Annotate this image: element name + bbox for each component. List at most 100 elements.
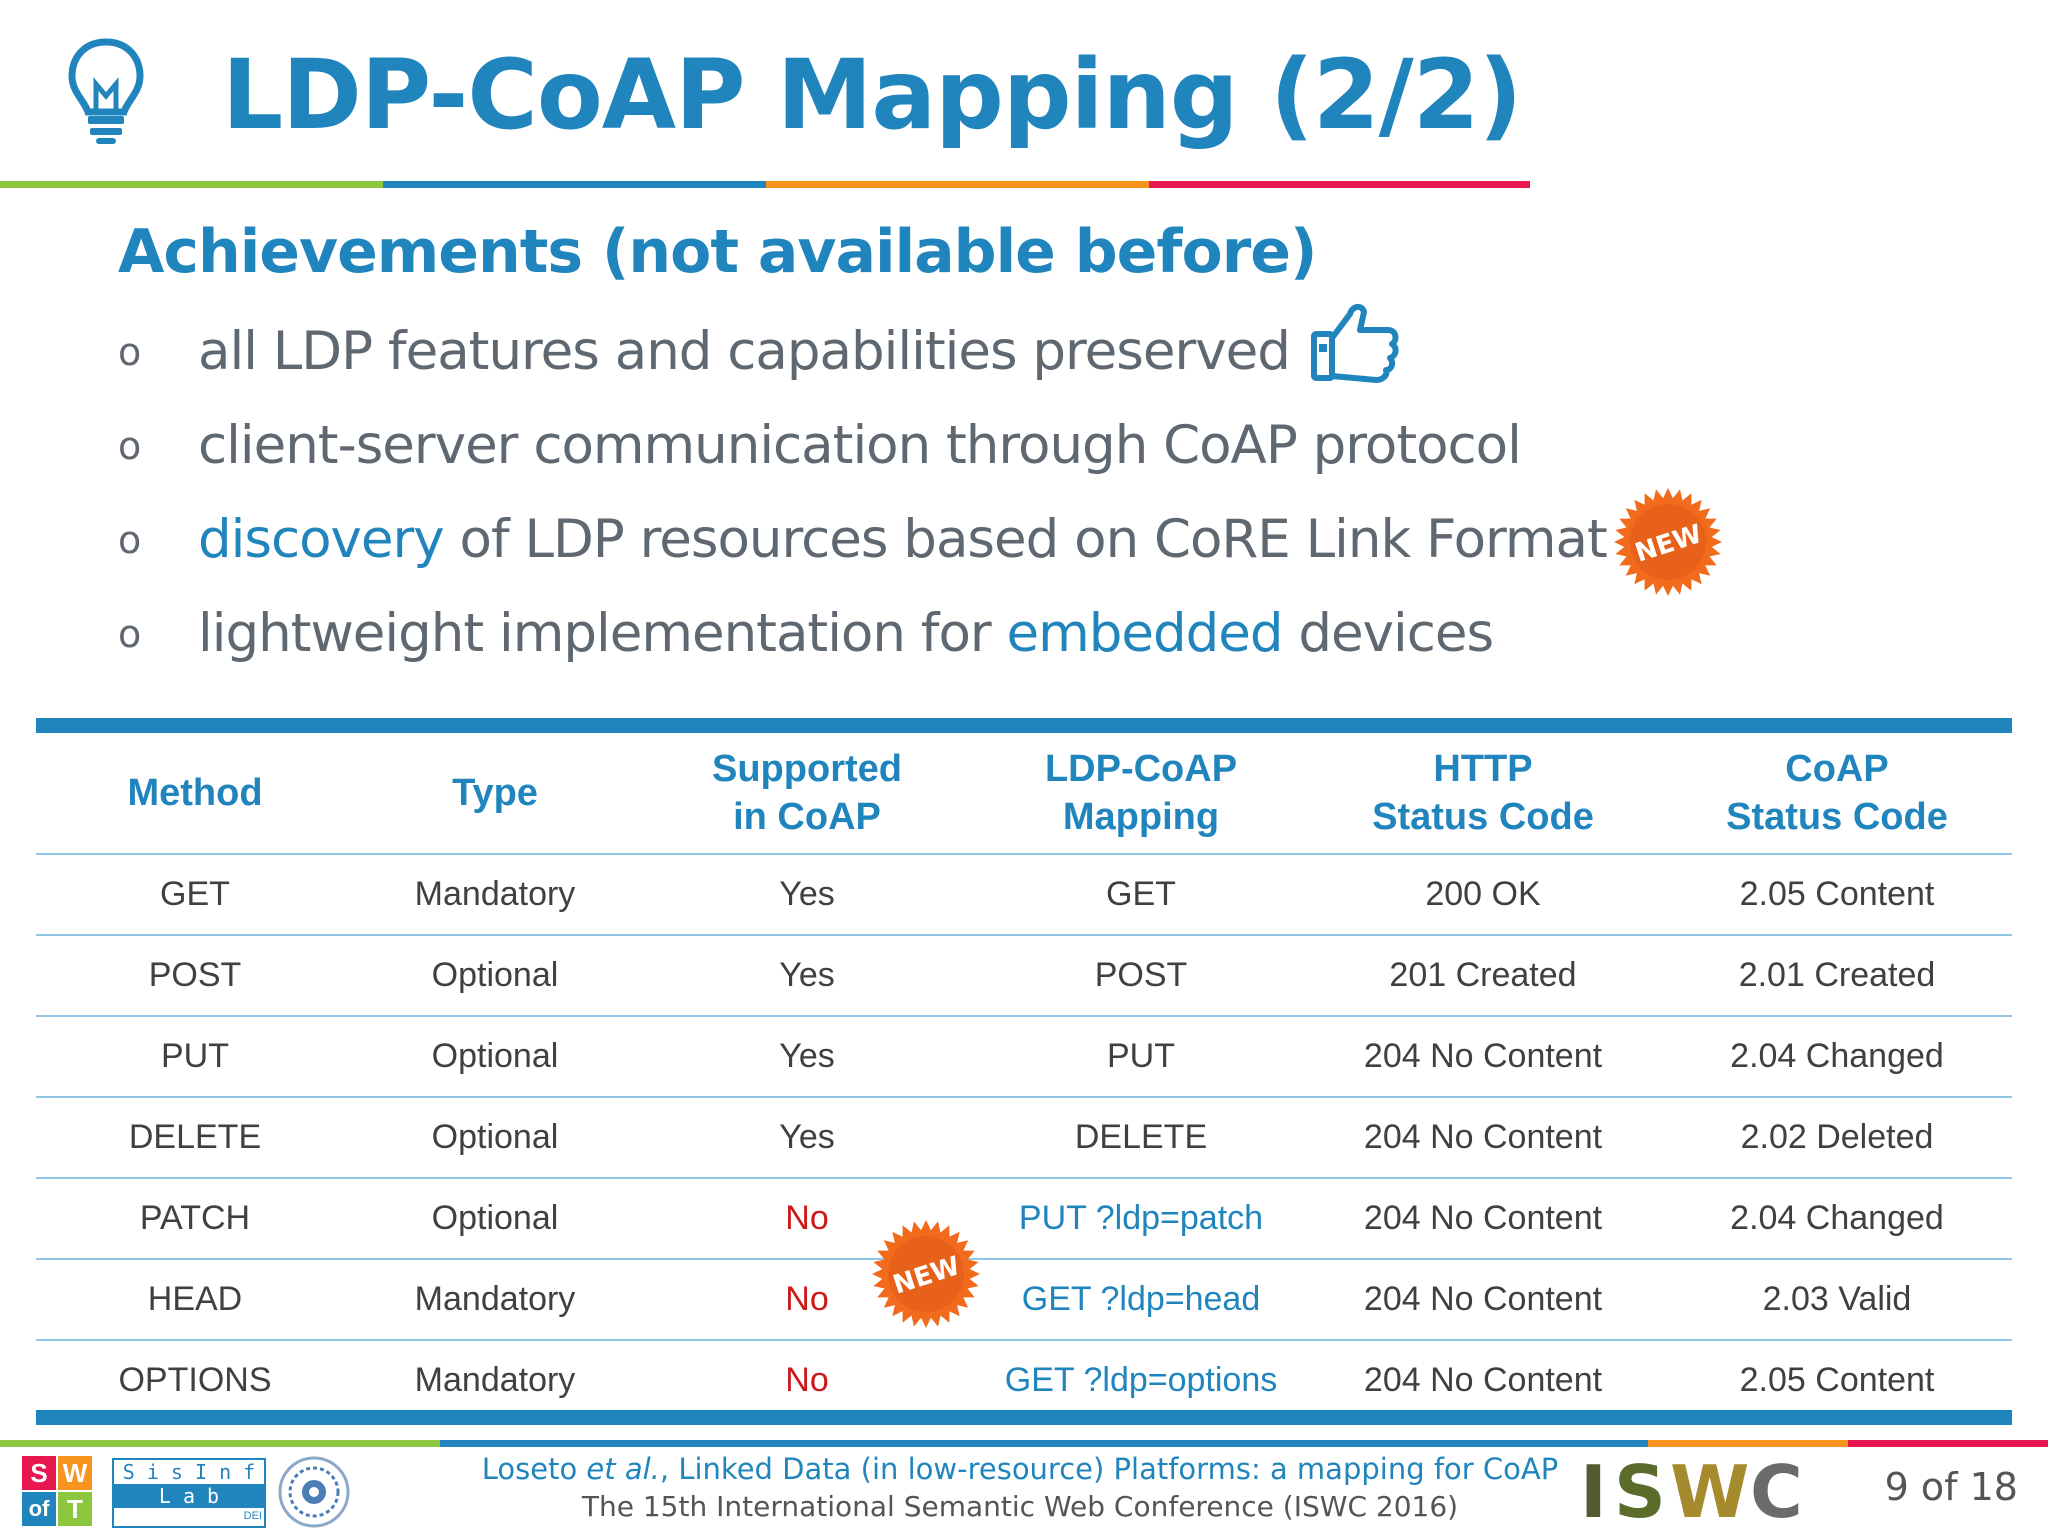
cell-type: Optional xyxy=(354,1016,636,1098)
bullet-text: all LDP features and capabilities preser… xyxy=(198,321,1291,382)
mapping-table: Method Type Supported in CoAP LDP-CoAP Map… xyxy=(36,733,2012,1420)
sisinf-logo-dei: DEI xyxy=(243,1510,262,1522)
iswc-logo: I S W C xyxy=(1580,1450,1804,1534)
sisinf-lab-logo: S i s I n f L a b DEI xyxy=(112,1458,266,1528)
table-row: GET Mandatory Yes GET 200 OK 2.05 Content xyxy=(36,854,2012,936)
footer-bar-orange xyxy=(1648,1440,1848,1447)
header-bar-red xyxy=(1149,181,1530,188)
table-row: PATCH Optional No PUT ?ldp=patch 204 No Cont… xyxy=(36,1178,2012,1260)
cell-mapping: GET ?ldp=options xyxy=(1004,1361,1278,1399)
bullet-marker: o xyxy=(118,518,142,562)
cell-method: PUT xyxy=(36,1016,354,1098)
bullet-text: client-server communication through CoAP… xyxy=(198,415,1522,476)
bullet-text: of LDP resources based on CoRE Link Form… xyxy=(443,509,1608,570)
header-bar-orange xyxy=(766,181,1149,188)
header-supported: Supported in CoAP xyxy=(636,733,978,855)
iswc-logo-w: W xyxy=(1670,1450,1750,1534)
cell-http-status: 204 No Content xyxy=(1304,1178,1662,1260)
iswc-logo-c: C xyxy=(1750,1450,1803,1534)
cell-supported: Yes xyxy=(636,935,978,1017)
cell-mapping: DELETE xyxy=(978,1097,1304,1179)
conference-name: The 15th International Semantic Web Conf… xyxy=(581,1490,1459,1523)
cell-coap-status: 2.05 Content xyxy=(1739,1361,1935,1399)
cell-http-status: 204 No Content xyxy=(1304,1259,1662,1341)
cell-mapping: POST xyxy=(978,935,1304,1017)
footer-bar-green xyxy=(0,1440,440,1447)
table-row: POST Optional Yes POST 201 Created 2.01 Creat… xyxy=(36,935,2012,1017)
new-badge: NEW xyxy=(872,1220,980,1328)
cell-type: Optional xyxy=(354,1178,636,1260)
cell-supported: Yes xyxy=(636,1097,978,1179)
swot-logo-s: S xyxy=(22,1456,56,1490)
swot-logo-w: W xyxy=(58,1456,92,1490)
iswc-logo-i: I xyxy=(1580,1450,1607,1534)
citation-et-al: et al. xyxy=(586,1452,660,1486)
cell-method: POST xyxy=(36,935,354,1017)
bullet-item: o all LDP features and capabilities prese… xyxy=(118,312,1291,392)
header-bar-blue xyxy=(383,181,766,188)
sisinf-logo-lab: L a b xyxy=(114,1484,264,1508)
citation: Loseto et al., Linked Data (in low-resou… xyxy=(440,1450,1600,1488)
cell-supported: Yes xyxy=(636,854,978,936)
bullet-item: o lightweight implementation for embedded… xyxy=(118,594,1494,674)
header-bar-green xyxy=(0,181,383,188)
swot-logo: S W of T xyxy=(22,1456,94,1526)
table-row: PUT Optional Yes PUT 204 No Content 2.04 Chan… xyxy=(36,1016,2012,1098)
highlight-discovery: discovery xyxy=(198,509,445,570)
cell-method: HEAD xyxy=(36,1259,354,1341)
cell-http-status: 201 Created xyxy=(1304,935,1662,1017)
citation-title: , Linked Data (in low-resource) Platform… xyxy=(659,1452,1559,1486)
cell-coap-status: 2.04 Changed xyxy=(1662,1016,2012,1098)
cell-type: Mandatory xyxy=(354,1259,636,1341)
cell-type: Optional xyxy=(354,935,636,1017)
cell-coap-status: 2.05 Content xyxy=(1662,854,2012,936)
page-number: 9 of 18 xyxy=(1884,1465,2018,1509)
university-seal-icon xyxy=(278,1456,350,1528)
table-top-border xyxy=(36,718,2012,733)
swot-logo-t: T xyxy=(58,1492,92,1526)
section-subtitle: Achievements (not available before) xyxy=(118,217,1317,287)
bullet-item: o discovery of LDP resources based on CoR… xyxy=(118,500,1608,580)
cell-coap-status: 2.04 Changed xyxy=(1662,1178,2012,1260)
bullet-marker: o xyxy=(118,424,142,468)
table-row: DELETE Optional Yes DELETE 204 No Content 2.0… xyxy=(36,1097,2012,1179)
highlight-embedded: embedded xyxy=(1006,603,1284,664)
bullet-marker: o xyxy=(118,330,142,374)
bullet-marker: o xyxy=(118,612,142,656)
header-mapping: LDP-CoAP Mapping xyxy=(978,733,1304,855)
iswc-logo-s: S xyxy=(1614,1450,1666,1534)
header-method: Method xyxy=(36,733,354,855)
table-row: OPTIONS Mandatory No GET ?ldp=options 204 No… xyxy=(36,1340,2012,1420)
footer-bar-blue xyxy=(440,1440,1648,1447)
bullet-text: devices xyxy=(1282,603,1494,664)
cell-mapping: GET ?ldp=head xyxy=(978,1259,1304,1341)
cell-coap-status: 2.02 Deleted xyxy=(1662,1097,2012,1179)
header-http-status: HTTP Status Code xyxy=(1304,733,1662,855)
cell-coap-status: 2.01 Created xyxy=(1662,935,2012,1017)
cell-supported: No xyxy=(785,1361,829,1399)
cell-method: OPTIONS xyxy=(118,1361,272,1399)
cell-coap-status: 2.03 Valid xyxy=(1662,1259,2012,1341)
cell-http-status: 204 No Content xyxy=(1304,1097,1662,1179)
cell-mapping: PUT xyxy=(978,1016,1304,1098)
page-title: LDP-CoAP Mapping (2/2) xyxy=(222,39,1522,151)
bullet-text: lightweight implementation for xyxy=(198,603,1007,664)
footer-bar-red xyxy=(1848,1440,2048,1447)
table-header-row: Method Type Supported in CoAP LDP-CoAP Map… xyxy=(36,733,2012,855)
cell-method: GET xyxy=(36,854,354,936)
thumbs-up-icon xyxy=(1311,304,1399,383)
sisinf-logo-top: S i s I n f xyxy=(122,1460,256,1484)
cell-type: Optional xyxy=(354,1097,636,1179)
cell-http-status: 200 OK xyxy=(1304,854,1662,936)
cell-http-status: 204 No Content xyxy=(1304,1016,1662,1098)
header-type: Type xyxy=(354,733,636,855)
cell-method: PATCH xyxy=(36,1178,354,1260)
cell-type: Mandatory xyxy=(414,1361,576,1399)
cell-http-status: 204 No Content xyxy=(1363,1361,1603,1399)
cell-method: DELETE xyxy=(36,1097,354,1179)
cell-supported: Yes xyxy=(636,1016,978,1098)
bullet-item: o client-server communication through CoA… xyxy=(118,406,1522,486)
cell-mapping: PUT ?ldp=patch xyxy=(978,1178,1304,1260)
table-row: HEAD Mandatory No GET ?ldp=head 204 No Conte… xyxy=(36,1259,2012,1341)
cell-type: Mandatory xyxy=(354,854,636,936)
